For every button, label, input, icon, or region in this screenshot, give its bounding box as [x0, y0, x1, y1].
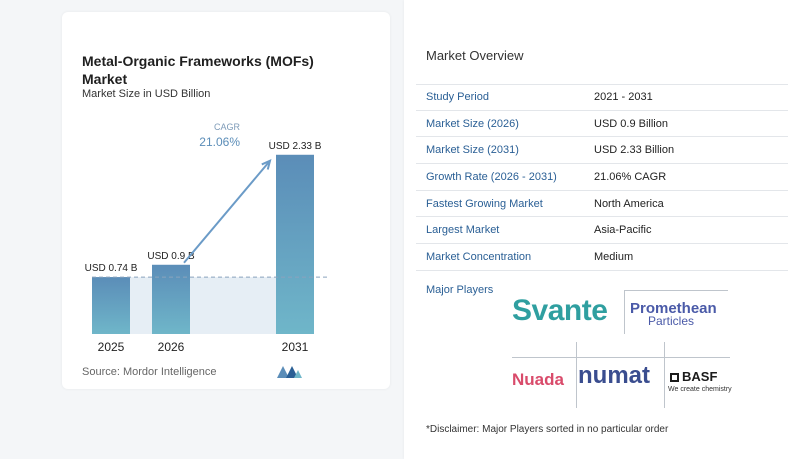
- cagr-value: 21.06%: [199, 135, 240, 149]
- x-tick-label: 2026: [158, 340, 185, 354]
- chart-card: Metal-Organic Frameworks (MOFs) Market M…: [62, 12, 390, 389]
- major-players-label: Major Players: [426, 284, 494, 296]
- data-label: USD 0.74 B: [85, 263, 138, 274]
- table-row: Fastest Growing Market North America: [416, 191, 788, 218]
- disclaimer: *Disclaimer: Major Players sorted in no …: [426, 424, 669, 435]
- svante-logo: Svante: [512, 294, 608, 327]
- nuada-logo: Nuada: [512, 370, 564, 389]
- basf-logo: BASF: [670, 369, 717, 384]
- bar-2026: [152, 264, 190, 334]
- logo-divider: [576, 342, 577, 408]
- chart-title: Metal-Organic Frameworks (MOFs) Market: [82, 53, 314, 87]
- cagr-arrow-head: [261, 159, 272, 170]
- row-value: North America: [594, 197, 664, 210]
- row-label: Growth Rate (2026 - 2031): [426, 170, 557, 183]
- overview-card: Market Overview Study Period 2021 - 2031…: [404, 0, 800, 459]
- data-label: USD 0.9 B: [147, 251, 195, 262]
- promethean-logo-sub: Particles: [648, 314, 695, 328]
- row-label: Market Size (2026): [426, 117, 519, 130]
- table-row: Growth Rate (2026 - 2031) 21.06% CAGR: [416, 164, 788, 191]
- row-label: Study Period: [426, 91, 489, 104]
- table-row: Study Period 2021 - 2031: [416, 84, 788, 111]
- bar-2025: [92, 277, 130, 334]
- logo-divider: [664, 342, 665, 408]
- row-value: 21.06% CAGR: [594, 170, 667, 183]
- bar-2031: [276, 154, 314, 334]
- row-value: 2021 - 2031: [594, 91, 653, 104]
- overview-title: Market Overview: [426, 48, 524, 63]
- logo-divider: [512, 357, 730, 358]
- promethean-logo: Promethean: [630, 300, 717, 317]
- chart-subtitle: Market Size in USD Billion: [82, 88, 211, 100]
- row-label: Fastest Growing Market: [426, 197, 543, 210]
- bar-chart: USD 0.74 B 2025 USD 0.9 B 2026 USD 2.33 B 203…: [85, 122, 328, 354]
- row-label: Largest Market: [426, 224, 500, 237]
- logo-divider: [624, 290, 625, 334]
- row-value: Medium: [594, 250, 634, 263]
- x-tick-label: 2025: [98, 340, 125, 354]
- data-label: USD 2.33 B: [269, 141, 322, 152]
- overview-table: Study Period 2021 - 2031 Market Size (20…: [416, 84, 788, 271]
- cagr-arrow: [183, 160, 271, 264]
- mordor-logo-icon: [277, 366, 302, 378]
- table-row: Market Size (2031) USD 2.33 Billion: [416, 137, 788, 165]
- source-text: Source: Mordor Intelligence: [82, 366, 217, 378]
- row-label: Market Size (2031): [426, 144, 519, 157]
- x-tick-label: 2031: [282, 340, 309, 354]
- row-value: USD 2.33 Billion: [594, 144, 675, 157]
- row-value: USD 0.9 Billion: [594, 117, 668, 130]
- cagr-label: CAGR: [214, 122, 241, 132]
- table-row: Largest Market Asia-Pacific: [416, 217, 788, 245]
- logo-divider: [624, 290, 728, 291]
- basf-logo-text: BASF: [682, 369, 718, 384]
- basf-tagline: We create chemistry: [668, 386, 732, 393]
- row-label: Market Concentration: [426, 250, 532, 263]
- table-row: Market Size (2026) USD 0.9 Billion: [416, 111, 788, 138]
- basf-square-icon: [670, 373, 679, 382]
- table-row: Market Concentration Medium: [416, 244, 788, 271]
- row-value: Asia-Pacific: [594, 224, 652, 237]
- numat-logo: numat: [578, 362, 650, 389]
